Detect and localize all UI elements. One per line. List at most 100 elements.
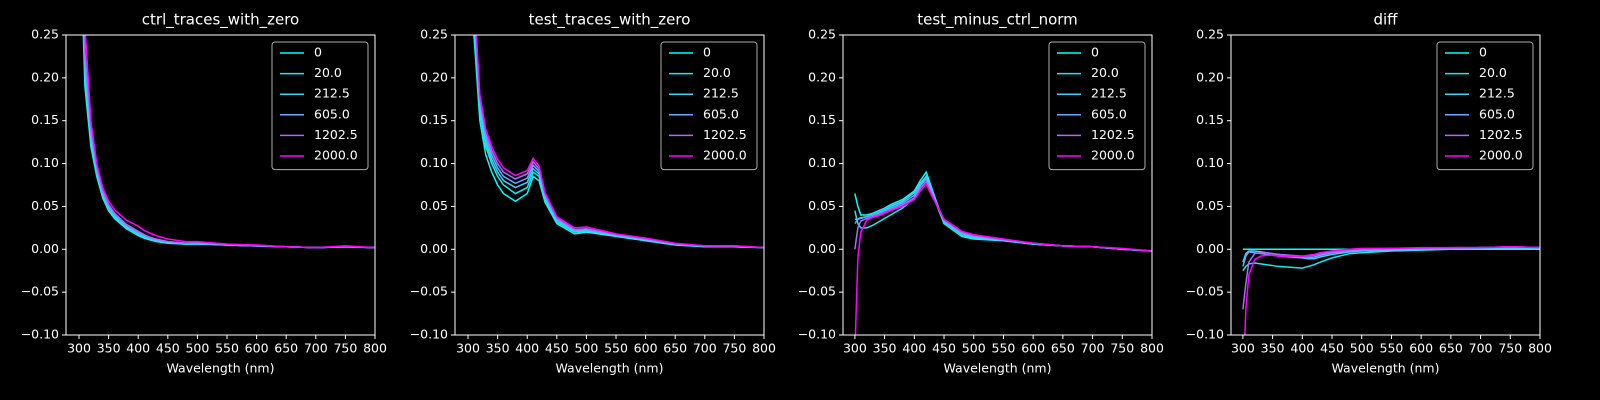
y-tick-label: 0.20: [420, 69, 448, 84]
y-tick-label: 0.05: [31, 198, 59, 213]
x-tick-label: 300: [67, 341, 91, 356]
line-series: [473, 35, 764, 249]
y-tick-label: 0.15: [1196, 112, 1224, 127]
x-tick-label: 600: [1409, 341, 1433, 356]
y-tick-label: 0.25: [31, 27, 59, 42]
x-tick-label: 800: [363, 341, 387, 356]
legend-label: 1202.5: [314, 127, 358, 142]
y-tick-label: −0.10: [798, 327, 836, 342]
x-tick-label: 350: [1261, 341, 1285, 356]
x-tick-label: 700: [1469, 341, 1493, 356]
legend-label: 20.0: [703, 65, 731, 80]
subplot: ctrl_traces_with_zero Wavelength (nm) −0.1…: [21, 11, 387, 376]
y-tick-label: 0.25: [1196, 27, 1224, 42]
line-series: [854, 182, 1152, 335]
x-tick-label: 650: [663, 341, 687, 356]
line-series: [84, 35, 375, 249]
y-tick-label: 0.00: [808, 241, 836, 256]
subplot: test_traces_with_zero Wavelength (nm) −0.1…: [410, 11, 776, 376]
y-tick-label: −0.10: [21, 327, 59, 342]
legend-label: 1202.5: [1479, 127, 1523, 142]
x-tick-label: 750: [722, 341, 746, 356]
legend-label: 605.0: [703, 106, 739, 121]
legend-label: 0: [1091, 45, 1099, 60]
y-tick-label: 0.00: [31, 241, 59, 256]
y-tick-label: 0.10: [420, 155, 448, 170]
y-tick-label: 0.25: [808, 27, 836, 42]
x-axis-label: Wavelength (nm): [1332, 361, 1440, 376]
x-tick-label: 450: [932, 341, 956, 356]
x-tick-label: 700: [304, 341, 328, 356]
legend: 0 20.0 212.5 605.0 1202.5 2000.0: [1436, 41, 1534, 171]
y-tick-label: 0.05: [420, 198, 448, 213]
y-tick-label: −0.05: [21, 284, 59, 299]
x-tick-label: 650: [1439, 341, 1463, 356]
x-tick-label: 400: [515, 341, 539, 356]
x-tick-label: 750: [333, 341, 357, 356]
y-tick-label: 0.00: [1196, 241, 1224, 256]
legend-label: 212.5: [1479, 86, 1515, 101]
legend-label: 20.0: [1479, 65, 1507, 80]
axes-frame: [65, 34, 376, 336]
plot-lines: [82, 35, 375, 249]
line-series: [854, 180, 1152, 252]
x-tick-label: 350: [486, 341, 510, 356]
legend-label: 2000.0: [1091, 148, 1135, 163]
y-tick-label: 0.05: [808, 198, 836, 213]
legend: 0 20.0 212.5 605.0 1202.5 2000.0: [1048, 41, 1146, 171]
legend-label: 1202.5: [1091, 127, 1135, 142]
line-series: [1244, 245, 1540, 335]
plot-lines: [1242, 245, 1540, 335]
x-tick-label: 700: [693, 341, 717, 356]
x-tick-label: 800: [1528, 341, 1552, 356]
x-tick-label: 550: [1380, 341, 1404, 356]
y-tick-label: 0.15: [31, 112, 59, 127]
y-tick-label: −0.05: [1186, 284, 1224, 299]
legend: 0 20.0 212.5 605.0 1202.5 2000.0: [660, 41, 758, 171]
x-tick-label: 600: [245, 341, 269, 356]
y-tick-label: 0.15: [420, 112, 448, 127]
legend-label: 2000.0: [314, 148, 358, 163]
y-tick-label: 0.15: [808, 112, 836, 127]
y-tick-label: 0.25: [420, 27, 448, 42]
legend-label: 1202.5: [703, 127, 747, 142]
x-tick-label: 650: [274, 341, 298, 356]
x-tick-label: 500: [574, 341, 598, 356]
x-axis-label: Wavelength (nm): [944, 361, 1052, 376]
line-series: [475, 35, 764, 249]
y-tick-label: 0.00: [420, 241, 448, 256]
legend-label: 20.0: [1091, 65, 1119, 80]
y-tick-label: 0.10: [808, 155, 836, 170]
legend-label: 0: [703, 45, 711, 60]
axes-frame: [454, 34, 765, 336]
legend-label: 20.0: [314, 65, 342, 80]
axes-frame: [842, 34, 1153, 336]
legend-label: 0: [314, 45, 322, 60]
y-tick-label: −0.10: [410, 327, 448, 342]
x-tick-label: 300: [1231, 341, 1255, 356]
y-tick-label: 0.20: [808, 69, 836, 84]
y-tick-label: 0.20: [1196, 69, 1224, 84]
legend-label: 212.5: [1091, 86, 1127, 101]
legend-label: 0: [1479, 45, 1487, 60]
x-tick-label: 800: [1140, 341, 1164, 356]
legend-label: 605.0: [1479, 106, 1515, 121]
x-tick-label: 300: [456, 341, 480, 356]
x-tick-label: 600: [1021, 341, 1045, 356]
chart-title: test_minus_ctrl_norm: [917, 11, 1078, 30]
x-tick-label: 400: [126, 341, 150, 356]
chart-title: test_traces_with_zero: [529, 11, 691, 30]
x-tick-label: 500: [962, 341, 986, 356]
y-tick-label: −0.10: [1186, 327, 1224, 342]
y-tick-label: 0.05: [1196, 198, 1224, 213]
x-tick-label: 450: [1320, 341, 1344, 356]
y-tick-label: 0.10: [1196, 155, 1224, 170]
x-tick-label: 350: [97, 341, 121, 356]
chart-title: ctrl_traces_with_zero: [142, 11, 299, 30]
legend-label: 2000.0: [1479, 148, 1523, 163]
legend-label: 605.0: [1091, 106, 1127, 121]
line-series: [1242, 246, 1540, 272]
x-tick-label: 300: [843, 341, 867, 356]
x-axis-label: Wavelength (nm): [556, 361, 664, 376]
